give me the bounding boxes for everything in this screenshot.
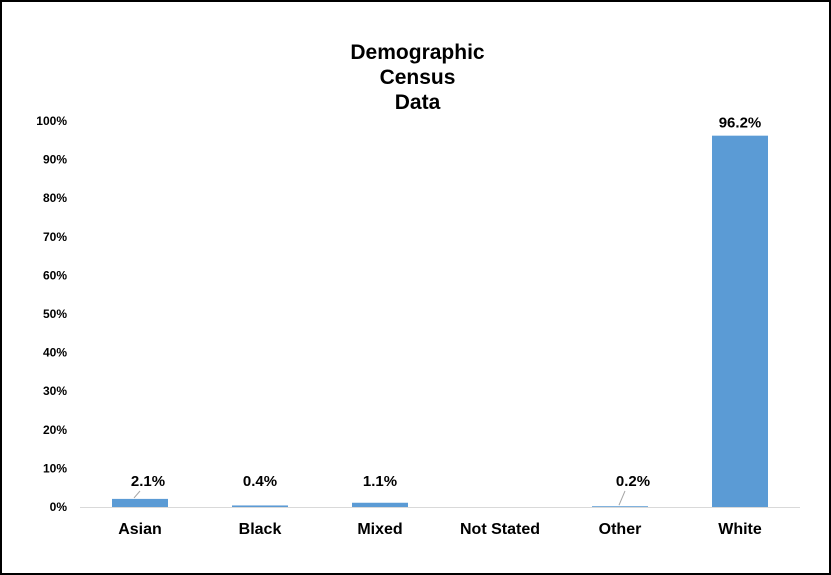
chart-title: Demographic Census Data xyxy=(2,40,831,115)
leader-line xyxy=(133,490,141,499)
y-tick-label: 60% xyxy=(43,268,67,282)
chart-title-line-2: Census xyxy=(379,66,456,89)
chart-title-line-1: Demographic xyxy=(350,41,485,64)
leader-line xyxy=(618,490,626,506)
y-tick-label: 30% xyxy=(43,384,67,398)
y-tick-label: 10% xyxy=(43,461,67,475)
y-tick-label: 90% xyxy=(43,153,67,167)
bar xyxy=(592,506,648,507)
bar xyxy=(112,498,168,507)
y-tick-label: 20% xyxy=(43,423,67,437)
x-tick-label: Asian xyxy=(118,521,162,538)
y-tick-label: 70% xyxy=(43,230,67,244)
x-tick-label: Black xyxy=(239,521,282,538)
data-label: 0.2% xyxy=(616,473,650,490)
x-tick-label: Not Stated xyxy=(460,521,540,538)
y-tick-label: 100% xyxy=(36,114,67,128)
x-tick-label: Mixed xyxy=(357,521,402,538)
data-label: 0.4% xyxy=(243,473,277,490)
x-tick-label: White xyxy=(718,521,762,538)
bar xyxy=(712,135,768,507)
y-tick-label: 80% xyxy=(43,191,67,205)
data-label: 96.2% xyxy=(719,115,762,132)
bar xyxy=(352,502,408,507)
data-label: 1.1% xyxy=(363,473,397,490)
y-tick-label: 50% xyxy=(43,307,67,321)
data-label: 2.1% xyxy=(131,473,165,490)
y-tick-label: 40% xyxy=(43,346,67,360)
y-tick-label: 0% xyxy=(50,500,68,514)
x-tick-label: Other xyxy=(599,521,642,538)
chart-title-line-3: Data xyxy=(394,91,441,114)
bar xyxy=(232,505,288,507)
